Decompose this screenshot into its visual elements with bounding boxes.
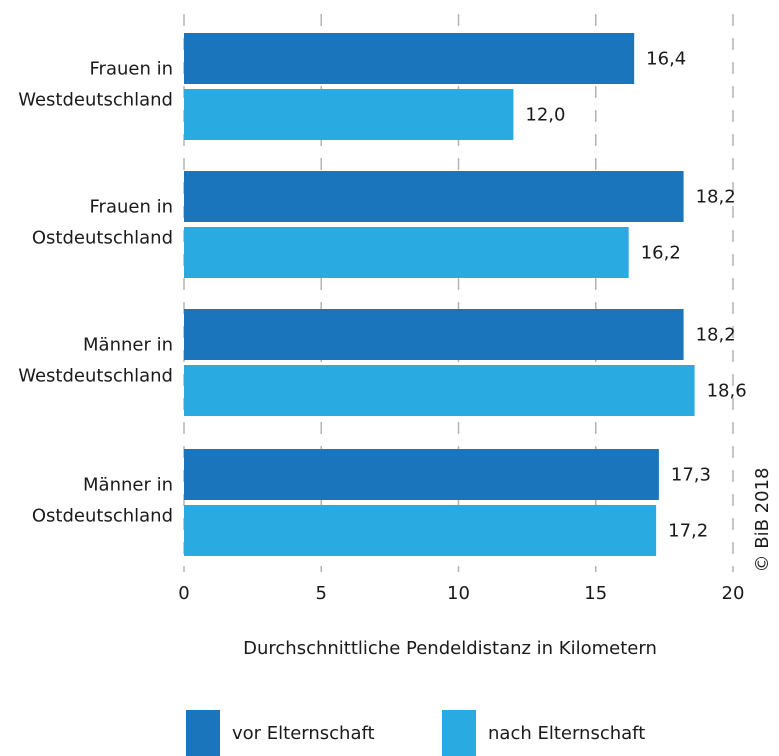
bar-value-label: 12,0 bbox=[525, 105, 565, 126]
copyright-note: © BiB 2018 bbox=[752, 468, 773, 573]
bar bbox=[184, 227, 629, 278]
category-label: Ostdeutschland bbox=[32, 506, 173, 527]
bar-value-label: 18,6 bbox=[707, 381, 747, 402]
category-label: Männer in bbox=[83, 335, 173, 356]
bar-value-label: 18,2 bbox=[696, 325, 736, 346]
category-label: Ostdeutschland bbox=[32, 228, 173, 249]
bar bbox=[184, 449, 659, 500]
bar-value-label: 16,2 bbox=[641, 243, 681, 264]
category-label: Westdeutschland bbox=[18, 90, 173, 111]
legend-swatch bbox=[442, 710, 476, 756]
x-axis-title: Durchschnittliche Pendeldistanz in Kilom… bbox=[243, 638, 657, 659]
bar bbox=[184, 33, 635, 84]
category-label: Frauen in bbox=[90, 59, 174, 80]
x-axis-ticks: 0 5 10 15 20 bbox=[178, 583, 744, 604]
bar-value-label: 18,2 bbox=[696, 187, 736, 208]
legend: vor Elternschaft nach Elternschaft bbox=[186, 710, 645, 756]
bar bbox=[184, 89, 514, 140]
category-labels: Frauen in Westdeutschland Frauen in Ostdeut… bbox=[18, 59, 173, 527]
x-tick-label: 5 bbox=[316, 583, 327, 604]
x-tick-label: 20 bbox=[722, 583, 745, 604]
bar-value-label: 17,2 bbox=[668, 521, 708, 542]
bar bbox=[184, 171, 684, 222]
bar bbox=[184, 505, 657, 556]
legend-swatch bbox=[186, 710, 220, 756]
bars bbox=[184, 33, 695, 556]
bar-value-label: 16,4 bbox=[646, 49, 686, 70]
bar bbox=[184, 309, 684, 360]
category-label: Frauen in bbox=[90, 197, 174, 218]
legend-label: nach Elternschaft bbox=[488, 723, 645, 744]
x-tick-label: 15 bbox=[584, 583, 607, 604]
legend-label: vor Elternschaft bbox=[232, 723, 375, 744]
x-tick-label: 0 bbox=[178, 583, 189, 604]
bar bbox=[184, 365, 695, 416]
x-tick-label: 10 bbox=[447, 583, 470, 604]
category-label: Westdeutschland bbox=[18, 366, 173, 387]
category-label: Männer in bbox=[83, 475, 173, 496]
value-labels: 16,4 12,0 18,2 16,2 18,2 18,6 17,3 17,2 bbox=[525, 49, 746, 542]
bar-value-label: 17,3 bbox=[671, 465, 711, 486]
